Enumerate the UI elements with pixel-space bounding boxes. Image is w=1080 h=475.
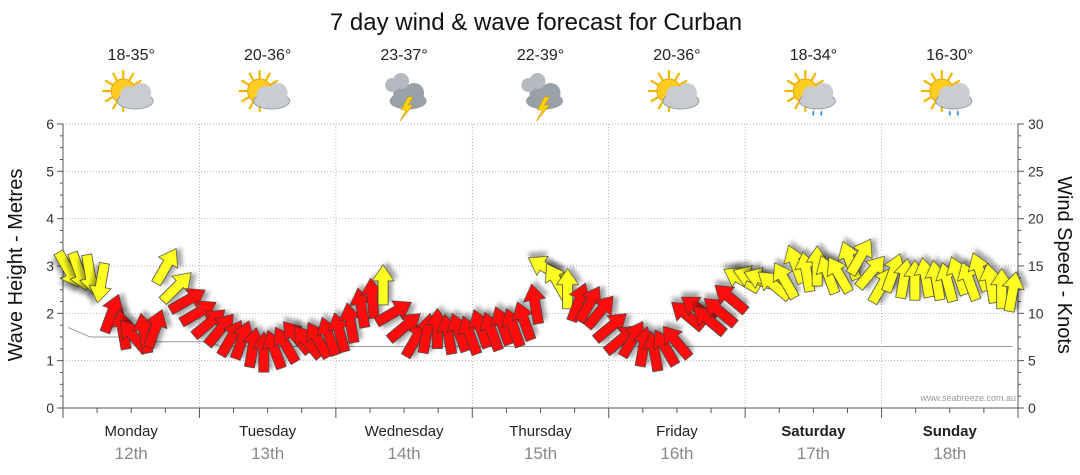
y-tick-label-left: 2 xyxy=(46,305,54,321)
sun-cloud-icon xyxy=(647,69,700,113)
temperature-labels: 18-35° 20-36° 23-37° 22-39° 20-36° 18-34° 16-3… xyxy=(108,47,974,64)
day-label: Sunday xyxy=(923,423,978,440)
date-label: 17th xyxy=(797,444,830,463)
day-label: Wednesday xyxy=(365,423,444,440)
wind-arrow xyxy=(167,288,206,315)
wind-arrow xyxy=(703,298,739,329)
wind-arrow xyxy=(230,320,255,361)
y-tick-label-right: 5 xyxy=(1028,353,1036,369)
wind-arrow xyxy=(203,313,234,349)
weather-icons xyxy=(102,69,973,122)
temperature-label: 18-34° xyxy=(790,47,837,64)
y-tick-label-right: 30 xyxy=(1028,116,1044,132)
wind-arrow xyxy=(662,325,694,361)
temperature-label: 22-39° xyxy=(517,47,564,64)
wind-arrow xyxy=(373,300,412,328)
wind-arrow xyxy=(151,248,179,287)
y-tick-label-left: 0 xyxy=(46,400,54,416)
wind-arrow xyxy=(805,245,829,287)
sun-cloud-rain-icon xyxy=(920,69,973,116)
y-tick-label-right: 15 xyxy=(1028,258,1044,274)
wind-arrow xyxy=(881,253,906,294)
wind-arrow xyxy=(522,283,546,325)
y-tick-label-left: 1 xyxy=(46,353,54,369)
day-label: Monday xyxy=(105,423,159,440)
day-label: Thursday xyxy=(509,423,572,440)
wind-arrow xyxy=(511,301,537,342)
wind-arrow xyxy=(574,286,602,325)
sun-cloud-icon xyxy=(238,69,291,113)
y-tick-label-left: 3 xyxy=(46,258,54,274)
wind-arrow xyxy=(88,262,112,304)
wind-arrow xyxy=(371,264,395,306)
wind-arrow xyxy=(714,284,750,316)
wind-arrow xyxy=(692,306,728,338)
temperature-label: 23-37° xyxy=(380,47,427,64)
storm-icon xyxy=(521,73,563,122)
wind-arrow xyxy=(385,313,421,344)
y-tick-label-right: 25 xyxy=(1028,163,1044,179)
date-label: 18th xyxy=(933,444,966,463)
credit-text: www.seabreeze.com.au xyxy=(919,393,1016,403)
wind-arrow xyxy=(338,302,362,344)
wind-arrow xyxy=(583,295,614,331)
y-tick-label-right: 20 xyxy=(1028,211,1044,227)
y-axis-left-label: Wave Height - Metres xyxy=(5,169,27,362)
wind-arrow xyxy=(99,293,125,335)
date-label: 16th xyxy=(660,444,693,463)
wind-arrow xyxy=(772,262,800,301)
y-tick-label-right: 10 xyxy=(1028,305,1044,321)
day-label: Friday xyxy=(656,423,698,440)
day-labels: Monday 12th Tuesday 13th Wednesday 14th Thursd… xyxy=(105,423,978,463)
day-label: Tuesday xyxy=(239,423,296,440)
temperature-label: 16-30° xyxy=(926,47,973,64)
wind-arrow xyxy=(360,277,384,319)
y-tick-label-left: 6 xyxy=(46,116,54,132)
sun-cloud-rain-icon xyxy=(784,69,836,116)
y-tick-label-right: 0 xyxy=(1028,400,1036,416)
temperature-label: 20-36° xyxy=(653,47,700,64)
storm-icon xyxy=(385,73,427,122)
date-label: 13th xyxy=(251,444,284,463)
wind-arrows xyxy=(53,238,1025,373)
wind-arrow xyxy=(854,255,885,291)
sun-cloud-icon xyxy=(102,69,154,113)
wind-arrow xyxy=(845,238,873,277)
date-label: 15th xyxy=(524,444,557,463)
temperature-label: 20-36° xyxy=(244,47,291,64)
y-tick-label-left: 5 xyxy=(46,163,54,179)
y-tick-label-left: 4 xyxy=(46,211,54,227)
y-axis-right-label: Wind Speed - Knots xyxy=(1053,176,1075,354)
date-label: 14th xyxy=(388,444,421,463)
temperature-label: 18-35° xyxy=(108,47,155,64)
chart-title: 7 day wind & wave forecast for Curban xyxy=(330,9,742,36)
day-label: Saturday xyxy=(781,423,846,440)
wind-arrow xyxy=(143,309,168,350)
date-label: 12th xyxy=(115,444,148,463)
wind-arrow xyxy=(1001,271,1025,313)
wind-arrow xyxy=(158,272,192,305)
wind-arrow xyxy=(826,256,854,295)
wind-arrow xyxy=(591,313,627,344)
